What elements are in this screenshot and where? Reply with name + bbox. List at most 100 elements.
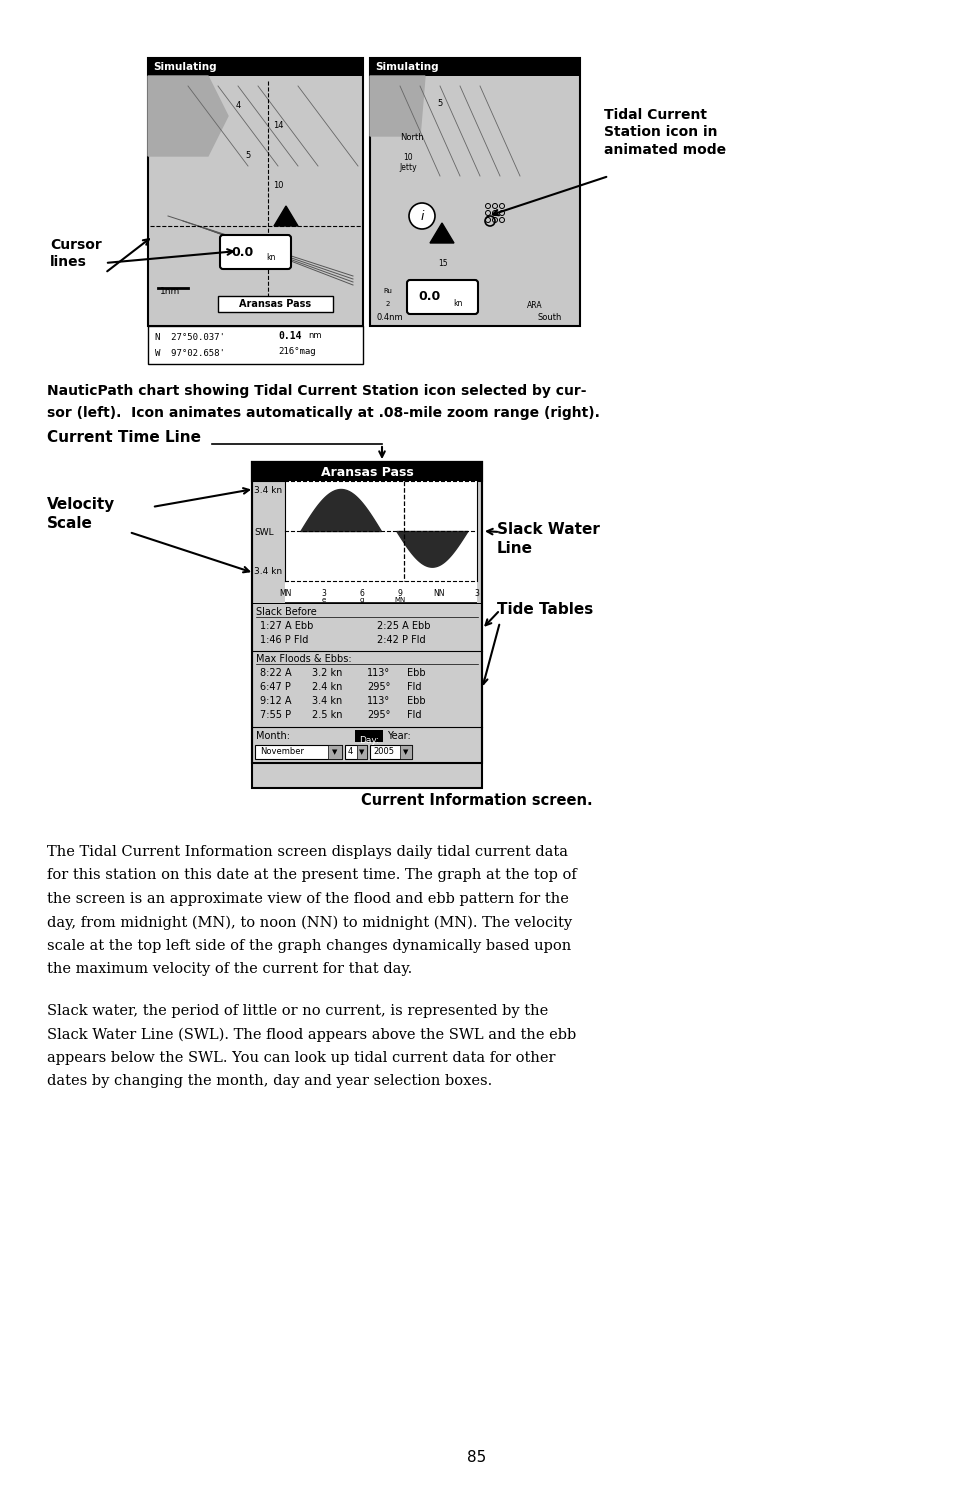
Text: Year:: Year:: [387, 732, 411, 741]
Bar: [252, 462, 481, 788]
Bar: [370, 58, 579, 76]
Polygon shape: [370, 76, 424, 135]
Text: i: i: [420, 210, 423, 223]
Text: 1:46 P Fld: 1:46 P Fld: [260, 635, 308, 645]
Text: The Tidal Current Information screen displays daily tidal current data: The Tidal Current Information screen dis…: [47, 845, 567, 859]
Text: 295°: 295°: [367, 709, 390, 720]
Text: November: November: [260, 748, 304, 757]
Text: SWL: SWL: [253, 528, 274, 537]
Bar: [370, 745, 412, 758]
Text: 3.2 kn: 3.2 kn: [312, 668, 342, 678]
Text: 3.4 kn: 3.4 kn: [253, 567, 282, 575]
Text: Ebb: Ebb: [407, 668, 425, 678]
Polygon shape: [430, 223, 454, 242]
Text: ▼: ▼: [359, 749, 364, 755]
Text: Tidal Current
Station icon in
animated mode: Tidal Current Station icon in animated m…: [603, 109, 725, 156]
Text: 2.4 kn: 2.4 kn: [312, 683, 342, 691]
Text: 0.0: 0.0: [232, 245, 253, 259]
Bar: [254, 745, 341, 758]
Text: Jetty: Jetty: [398, 164, 416, 172]
Text: sor (left).  Icon animates automatically at .08-mile zoom range (right).: sor (left). Icon animates automatically …: [47, 406, 599, 419]
Text: ▼: ▼: [403, 749, 408, 755]
Text: 295°: 295°: [367, 683, 390, 691]
Text: 1nm: 1nm: [160, 287, 180, 296]
Bar: [252, 604, 481, 788]
Text: MN: MN: [278, 589, 291, 598]
Text: 4: 4: [348, 748, 353, 757]
Text: Fld: Fld: [407, 709, 421, 720]
Bar: [218, 296, 333, 312]
Text: 15: 15: [437, 260, 447, 269]
Text: NauticPath chart showing Tidal Current Station icon selected by cur-: NauticPath chart showing Tidal Current S…: [47, 384, 586, 399]
Text: scale at the top left side of the graph changes dynamically based upon: scale at the top left side of the graph …: [47, 938, 571, 953]
Text: Simulating: Simulating: [375, 62, 438, 71]
Text: appears below the SWL. You can look up tidal current data for other: appears below the SWL. You can look up t…: [47, 1051, 555, 1065]
Bar: [252, 462, 481, 763]
Text: dates by changing the month, day and year selection boxes.: dates by changing the month, day and yea…: [47, 1075, 492, 1088]
Bar: [148, 58, 363, 76]
Text: e: e: [321, 596, 325, 604]
Text: 2:25 A Ebb: 2:25 A Ebb: [376, 622, 430, 630]
Text: 2: 2: [385, 300, 390, 306]
Bar: [148, 58, 363, 326]
Text: 2:42 P Fld: 2:42 P Fld: [376, 635, 425, 645]
Text: 3.4 kn: 3.4 kn: [253, 486, 282, 495]
Text: g: g: [359, 596, 364, 604]
Text: day, from midnight (MN), to noon (NN) to midnight (MN). The velocity: day, from midnight (MN), to noon (NN) to…: [47, 916, 572, 929]
Bar: [355, 730, 382, 742]
Bar: [252, 480, 285, 604]
Bar: [370, 58, 579, 326]
Text: kn: kn: [453, 299, 462, 308]
FancyBboxPatch shape: [220, 235, 291, 269]
Text: ARA: ARA: [527, 302, 542, 311]
Text: kn: kn: [266, 253, 275, 263]
Text: North: North: [399, 134, 423, 143]
Text: 2.5 kn: 2.5 kn: [312, 709, 342, 720]
Text: South: South: [537, 314, 561, 323]
Bar: [476, 480, 481, 604]
Bar: [285, 480, 476, 581]
Text: W  97°02.658': W 97°02.658': [154, 349, 225, 358]
Text: Day:: Day:: [358, 736, 378, 745]
Text: 9: 9: [397, 589, 402, 598]
Text: 2005: 2005: [373, 748, 394, 757]
Text: Simulating: Simulating: [152, 62, 216, 71]
Text: 9:12 A: 9:12 A: [260, 696, 292, 706]
Text: Fld: Fld: [407, 683, 421, 691]
Text: 5: 5: [245, 152, 251, 161]
Text: Cursor
lines: Cursor lines: [50, 238, 102, 269]
Text: nm: nm: [308, 332, 321, 341]
Text: 0.0: 0.0: [418, 290, 440, 303]
Text: 4: 4: [235, 101, 240, 110]
Bar: [356, 745, 367, 758]
Text: Slack Before: Slack Before: [255, 607, 316, 617]
Text: Max Floods & Ebbs:: Max Floods & Ebbs:: [255, 654, 352, 665]
Text: Slack water, the period of little or no current, is represented by the: Slack water, the period of little or no …: [47, 1004, 548, 1019]
Text: 1:27 A Ebb: 1:27 A Ebb: [260, 622, 313, 630]
Text: 216°mag: 216°mag: [277, 348, 315, 357]
Text: 3: 3: [474, 589, 479, 598]
Text: 6:47 P: 6:47 P: [260, 683, 291, 691]
Text: Aransas Pass: Aransas Pass: [238, 299, 311, 309]
Text: Slack Water Line (SWL). The flood appears above the SWL and the ebb: Slack Water Line (SWL). The flood appear…: [47, 1028, 576, 1042]
Bar: [148, 326, 363, 364]
Text: Velocity
Scale: Velocity Scale: [47, 497, 115, 531]
Polygon shape: [148, 76, 228, 156]
Circle shape: [409, 204, 435, 229]
Bar: [328, 745, 341, 758]
Polygon shape: [274, 207, 297, 226]
Bar: [399, 745, 412, 758]
Text: MN: MN: [395, 596, 405, 604]
Text: 0.4nm: 0.4nm: [376, 314, 403, 323]
Bar: [252, 462, 481, 480]
Text: Aransas Pass: Aransas Pass: [320, 465, 413, 479]
FancyBboxPatch shape: [407, 280, 477, 314]
Text: 3: 3: [320, 589, 326, 598]
Text: 85: 85: [467, 1450, 486, 1465]
Text: the screen is an approximate view of the flood and ebb pattern for the: the screen is an approximate view of the…: [47, 892, 568, 906]
Text: 0.14: 0.14: [277, 332, 301, 341]
Text: Month:: Month:: [255, 732, 290, 741]
Text: Tide Tables: Tide Tables: [497, 602, 593, 617]
Text: Ru: Ru: [383, 288, 392, 294]
Text: the maximum velocity of the current for that day.: the maximum velocity of the current for …: [47, 962, 412, 977]
